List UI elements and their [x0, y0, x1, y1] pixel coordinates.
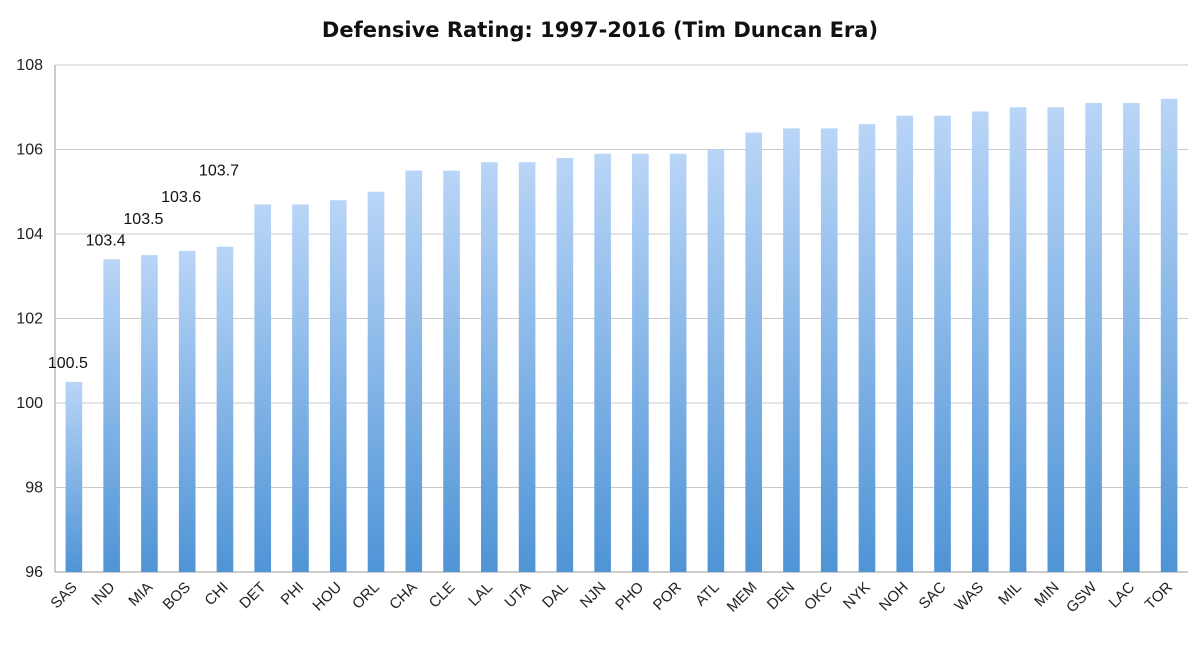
bar-ind	[103, 259, 120, 572]
y-tick-label: 104	[16, 226, 43, 243]
bar-den	[783, 128, 800, 572]
bar-dal	[556, 157, 574, 572]
bars	[65, 98, 1178, 573]
bar-cle	[443, 170, 460, 572]
bar-mia	[141, 255, 158, 572]
bar-det	[254, 204, 272, 573]
x-tick-label: OKC	[801, 579, 836, 614]
y-tick-label: 102	[16, 311, 43, 328]
x-tick-label: DAL	[539, 579, 572, 612]
bar-mem	[745, 132, 762, 572]
x-tick-label: CLE	[426, 579, 459, 612]
data-labels: 100.5 103.4 103.5 103.6 103.7	[48, 163, 239, 372]
data-label-bos: 103.6	[161, 189, 201, 206]
bar-gsw	[1085, 103, 1102, 573]
x-tick-label: SAS	[47, 579, 80, 612]
x-tick-label: POR	[650, 579, 685, 614]
x-tick-label: SAC	[916, 579, 950, 613]
bar-orl	[367, 191, 385, 572]
bar-chi	[216, 246, 234, 573]
bar-lal	[481, 162, 498, 573]
x-tick-label: BOS	[160, 579, 194, 613]
bar-min	[1047, 107, 1065, 572]
y-axis-ticks: 96 98 100 102 104 106 108	[16, 57, 43, 581]
bar-cha	[405, 170, 423, 572]
x-axis-ticks: SAS IND MIA BOS CHI DET PHI HOU ORL CHA CLE LAL UTA D…	[47, 578, 1176, 616]
data-label-mia: 103.5	[123, 211, 163, 228]
bar-was	[971, 111, 989, 572]
gridlines	[54, 64, 1188, 573]
bar-hou	[329, 200, 347, 572]
bar-okc	[820, 128, 838, 572]
bar-sas	[65, 381, 83, 572]
x-tick-label: NJN	[577, 579, 610, 612]
y-tick-label: 106	[16, 142, 43, 159]
x-tick-label: WAS	[951, 579, 987, 615]
x-tick-label: LAC	[1106, 579, 1139, 612]
x-tick-label: CHA	[386, 579, 420, 613]
bar-njn	[594, 153, 611, 572]
bar-tor	[1160, 98, 1178, 573]
x-tick-label: HOU	[309, 579, 345, 615]
x-tick-label: MEM	[724, 579, 761, 616]
bar-atl	[707, 149, 725, 572]
x-tick-label: UTA	[501, 579, 533, 611]
chart-title: Defensive Rating: 1997-2016 (Tim Duncan …	[322, 18, 878, 42]
x-tick-label: DET	[236, 579, 269, 612]
x-tick-label: DEN	[764, 579, 798, 613]
x-tick-label: MIA	[125, 579, 156, 610]
bar-nyk	[858, 124, 876, 573]
data-label-sas: 100.5	[48, 355, 88, 372]
x-tick-label: LAL	[465, 579, 496, 610]
bar-bos	[178, 250, 196, 572]
x-tick-label: MIN	[1031, 579, 1062, 610]
x-tick-label: GSW	[1063, 578, 1101, 616]
y-tick-label: 108	[16, 57, 43, 74]
y-tick-label: 96	[25, 564, 43, 581]
y-tick-label: 98	[25, 480, 43, 497]
data-label-ind: 103.4	[86, 232, 126, 249]
bar-noh	[896, 115, 914, 572]
x-tick-label: TOR	[1142, 579, 1176, 613]
x-tick-label: NYK	[840, 579, 874, 613]
x-tick-label: ATL	[692, 579, 723, 610]
bar-sac	[934, 115, 951, 572]
x-tick-label: ORL	[349, 579, 383, 613]
x-tick-label: CHI	[201, 579, 231, 609]
x-tick-label: PHI	[278, 579, 308, 609]
data-label-chi: 103.7	[199, 163, 239, 180]
x-tick-label: NOH	[876, 579, 912, 615]
bar-por	[669, 153, 687, 572]
bar-uta	[518, 162, 536, 573]
bar-lac	[1123, 103, 1140, 573]
y-tick-label: 100	[16, 395, 43, 412]
x-tick-label: MIL	[995, 579, 1025, 609]
x-tick-label: PHO	[612, 579, 647, 614]
bar-pho	[632, 153, 649, 572]
x-tick-label: IND	[88, 579, 118, 609]
bar-mil	[1009, 107, 1027, 572]
bar-phi	[292, 204, 309, 573]
